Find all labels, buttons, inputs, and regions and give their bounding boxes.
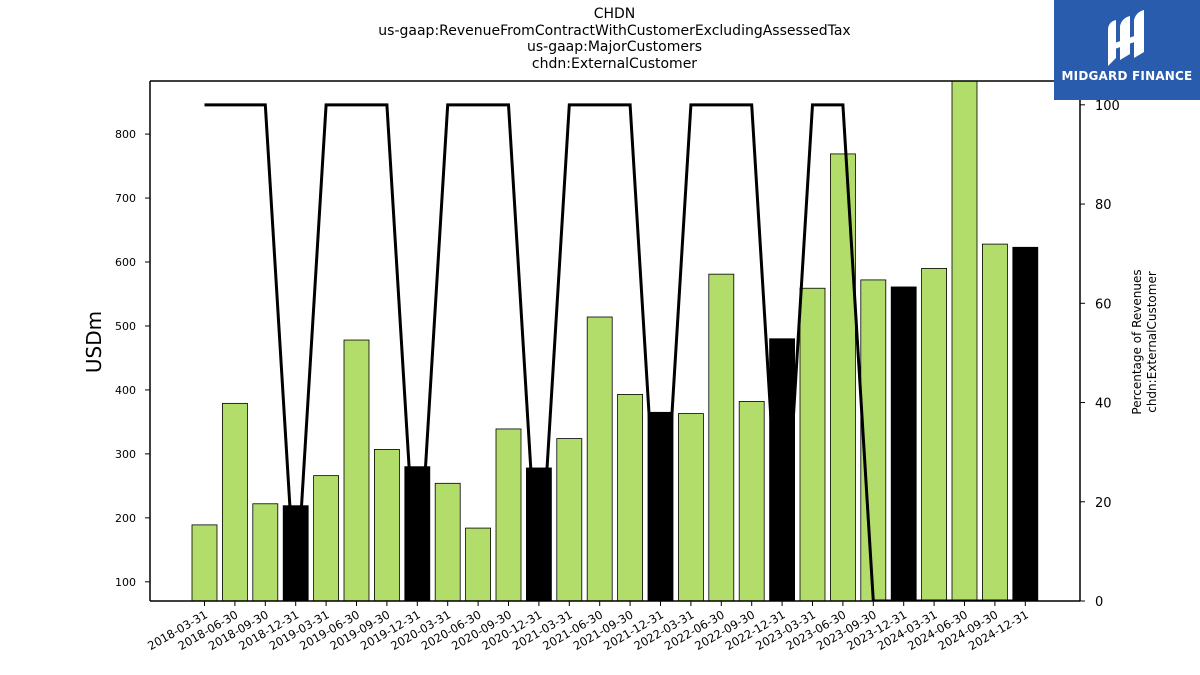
bars-layer <box>191 81 1039 601</box>
bar-2020-09-30 <box>495 428 522 601</box>
y2-tick-label-40: 40 <box>1095 397 1112 412</box>
bar-2021-06-30 <box>586 316 613 601</box>
labels-layer: USDm Percentage of Revenues chdn:Externa… <box>82 269 1159 414</box>
y-tick-label-300: 300 <box>115 448 136 461</box>
midgard-logo-icon <box>1108 10 1144 66</box>
bar-2021-03-31 <box>556 438 583 601</box>
bar-2022-09-30 <box>738 401 765 601</box>
title-line-concept: us-gaap:RevenueFromContractWithCustomerE… <box>378 22 851 39</box>
bar-2020-03-31 <box>434 482 461 601</box>
y2-axis-label-line-2: chdn:ExternalCustomer <box>1145 271 1159 413</box>
line-layer <box>204 103 1026 601</box>
title-line-axis: us-gaap:MajorCustomers <box>526 39 703 55</box>
y2-tick-label-20: 20 <box>1095 496 1112 511</box>
chart-title: CHDN us-gaap:RevenueFromContractWithCust… <box>0 6 1200 72</box>
y-tick-label-100: 100 <box>115 576 136 589</box>
bar-2022-03-31 <box>678 413 704 601</box>
y2-tick-label-80: 80 <box>1095 198 1112 213</box>
bar-2023-12-31 <box>890 286 917 601</box>
bar-2018-06-30 <box>221 402 248 601</box>
y2-tick-label-100: 100 <box>1095 99 1120 114</box>
bar-2022-06-30 <box>708 273 735 601</box>
midgard-finance-logo: MIDGARD FINANCE <box>1054 0 1200 100</box>
logo-wordmark: MIDGARD FINANCE <box>1061 69 1193 83</box>
bar-2023-06-30 <box>830 153 856 601</box>
y-axis-label: USDm <box>82 311 106 373</box>
bar-2019-06-30 <box>343 339 370 601</box>
bar-2024-03-31 <box>921 267 947 601</box>
bar-2018-09-30 <box>252 503 279 601</box>
bar-2019-09-30 <box>373 449 400 601</box>
bar-2024-09-30 <box>982 243 1008 601</box>
bar-2024-12-31 <box>1012 246 1039 601</box>
percentage-line <box>204 103 1026 601</box>
y-tick-label-600: 600 <box>115 256 136 269</box>
y-tick-label-500: 500 <box>115 320 136 333</box>
bar-2018-03-31 <box>191 524 218 601</box>
y2-tick-label-0: 0 <box>1095 595 1103 610</box>
y-tick-label-400: 400 <box>115 384 136 397</box>
y-tick-label-800: 800 <box>115 128 136 141</box>
bar-2019-03-31 <box>313 475 340 601</box>
title-line-member: chdn:ExternalCustomer <box>531 55 698 72</box>
y2-axis-label-line-1: Percentage of Revenues <box>1130 269 1144 414</box>
y-tick-label-700: 700 <box>115 192 136 205</box>
bar-2020-06-30 <box>465 527 492 601</box>
y-tick-label-200: 200 <box>115 512 136 525</box>
title-line-ticker: CHDN <box>593 6 636 22</box>
bar-2023-03-31 <box>799 287 826 601</box>
bar-2021-09-30 <box>617 394 643 601</box>
y2-tick-label-60: 60 <box>1095 297 1112 312</box>
bar-2024-06-30 <box>951 81 978 601</box>
